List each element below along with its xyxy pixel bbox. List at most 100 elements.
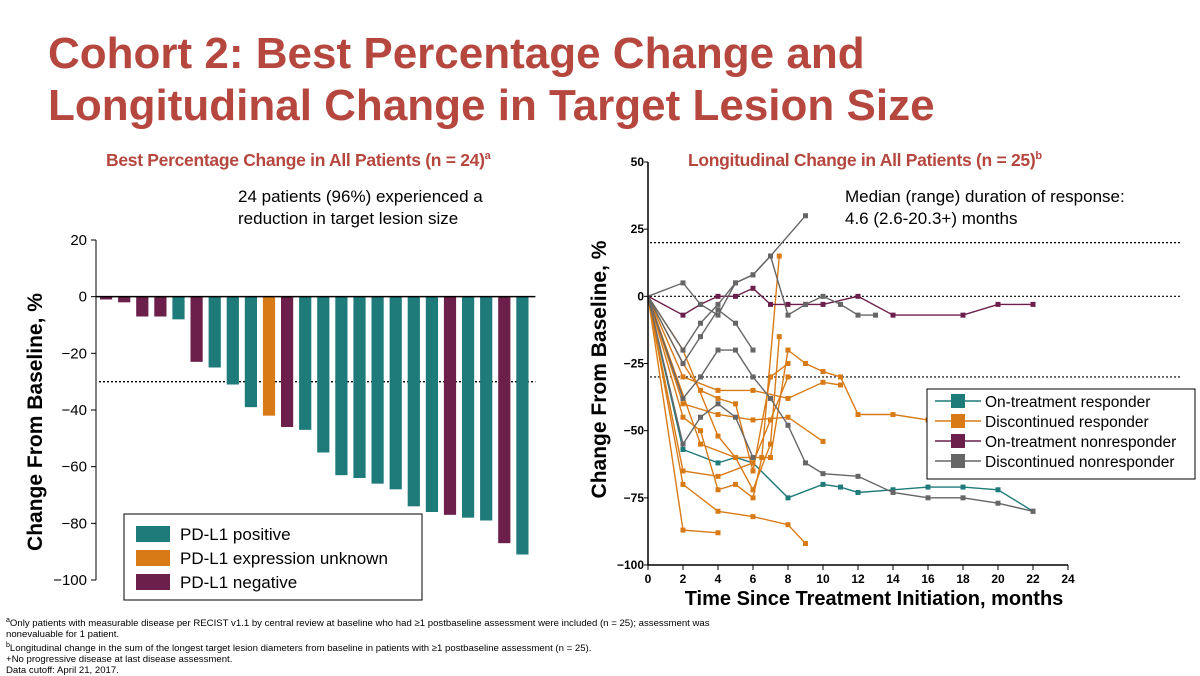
line-series-point [803,213,808,219]
line-series-point [715,487,721,493]
left-panel-title: Best Percentage Change in All Patients (… [106,150,491,171]
line-series-point [698,414,703,420]
line-series-point [785,374,791,380]
line-legend-label: Discontinued nonresponder [985,454,1175,471]
line-series-point [680,312,686,318]
line-series-point [785,395,791,401]
line-series-point [715,412,721,418]
line-x-tick-label: 24 [1061,572,1075,586]
line-legend-marker [951,394,965,408]
line-series-point [715,312,721,318]
line-x-tick-label: 2 [680,572,687,586]
bar-y-tick-label: −80 [62,515,87,532]
line-series-point [698,387,703,393]
bar-legend-label: PD-L1 expression unknown [180,549,388,568]
line-series-point [776,334,782,340]
line-series-point [715,293,721,299]
line-series-point [750,514,756,520]
bar-negative [136,296,149,317]
line-series-point [768,395,773,401]
line-series-point [855,473,861,479]
line-series-point [759,455,765,461]
line-series-point [680,280,686,286]
line-series-point [715,401,721,407]
line-series-point [733,280,738,286]
bar-positive [353,296,366,478]
line-series-point [1030,508,1036,514]
bar-legend: PD-L1 positive PD-L1 expression unknown PD… [123,513,423,601]
line-series-group [647,213,1036,547]
line-legend-box [926,388,1196,480]
bar-y-tick-label: 20 [70,232,87,249]
line-series-point [820,301,826,307]
line-series-point [776,253,782,259]
line-legend-marker [951,414,965,428]
line-x-tick-label: 16 [921,572,935,586]
line-series-path [647,295,754,365]
left-panel-title-text: Best Percentage Change in All Patients (… [106,150,485,170]
line-series-point [750,272,756,278]
line-x-tick-label: 10 [816,572,830,586]
line-series-point [890,487,896,493]
line-series-point [680,414,686,420]
line-series-point [803,301,808,307]
line-series-point [838,374,843,380]
line-series-point [733,481,738,487]
line-series-point [1030,301,1036,307]
line-series-point [855,293,861,299]
line-y-tick-label: −75 [624,491,645,505]
bar-legend-box [123,513,423,601]
line-series-path [647,296,1034,512]
line-x-tick-label: 18 [956,572,970,586]
line-series-point [750,374,756,380]
bar-legend-swatch [136,526,170,542]
line-y-tick-label: 0 [637,289,644,303]
line-series-point [698,441,703,447]
left-panel-note-line-2: reduction in target lesion size [238,209,459,228]
line-series-point [715,387,721,393]
line-series-point [733,320,738,326]
line-series-point [995,487,1001,493]
bar-positive [480,296,493,521]
bar-positive [208,296,221,368]
bar-positive [244,296,257,408]
line-series-point [890,312,896,318]
left-panel-title-sup: a [484,150,491,163]
line-series-point [715,347,721,353]
bar-positive [407,296,420,507]
bar-negative [190,296,203,362]
line-series-point [680,527,686,533]
line-series-point [995,301,1001,307]
line-series-point [715,473,721,479]
line-x-tick-label: 6 [750,572,757,586]
line-series-point [820,369,826,375]
line-series-point [680,347,686,353]
footnote-b-text: Longitudinal change in the sum of the lo… [9,643,592,655]
line-series-point [890,489,896,495]
left-panel-note: 24 patients (96%) experienced a reductio… [238,186,483,230]
line-series-path [647,296,754,458]
line-series-point [995,500,1001,506]
bar-unknown [262,296,276,416]
bar-y-axis-ticks: 20 0 −20 −40 −60 −80 −100 [53,232,96,589]
bar-legend-label: PD-L1 positive [180,525,291,544]
line-series-point [750,455,756,461]
line-series-point [785,522,791,528]
slide-title: Cohort 2: Best Percentage Change and Lon… [48,28,1168,132]
line-series-point [785,414,791,420]
line-series-point [680,468,686,474]
line-series-point [680,481,686,487]
line-series-point [873,312,878,318]
line-y-tick-label: −25 [624,357,645,371]
footnote-b-line: bLongitudinal change in the sum of the l… [6,640,1006,654]
bar-legend-swatch [136,574,170,590]
footnote-plus-line: +No progressive disease at last disease … [6,654,233,666]
line-legend-marker [951,434,965,448]
line-series-point [855,412,861,418]
footnote-cutoff-line: Data cutoff: April 21, 2017. [6,665,119,676]
line-series-point [925,484,931,490]
line-series-point [820,471,826,477]
left-panel-note-line-1: 24 patients (96%) experienced a [238,187,483,206]
line-series-point [715,395,721,401]
line-series-point [698,320,703,326]
